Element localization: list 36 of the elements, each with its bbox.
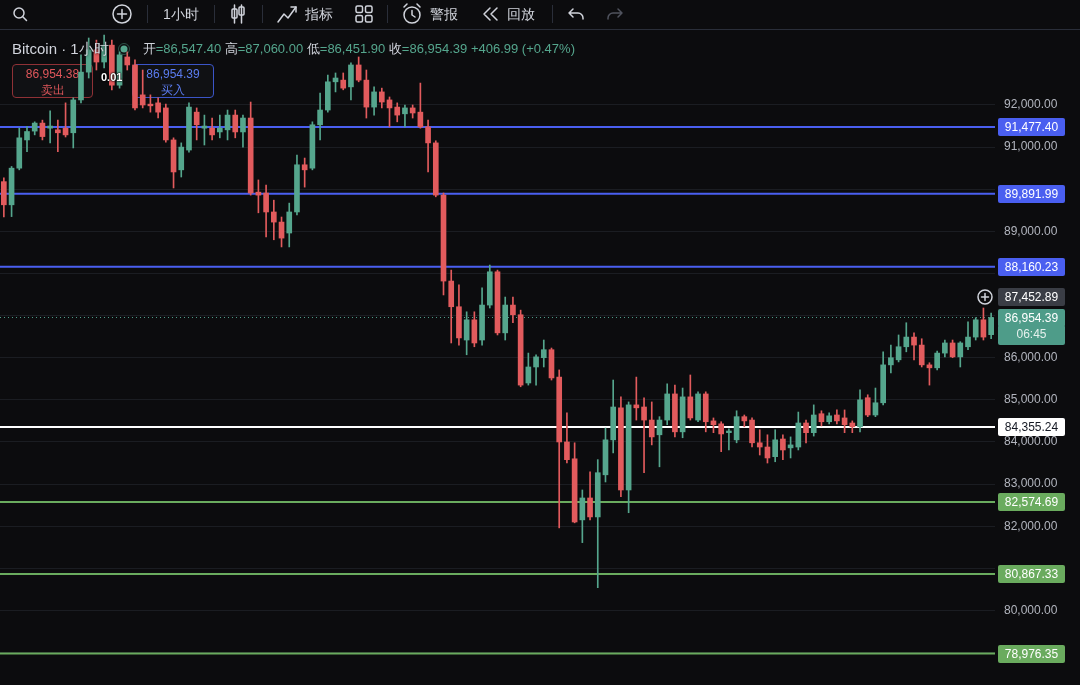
annotation: 卖出 — [39, 82, 66, 98]
ref-line-label: 86,954.39 — [1004, 310, 1059, 325]
candlestick — [217, 114, 223, 139]
y-tick-label: 82,000.00 — [1004, 518, 1058, 533]
y-tick-label: 91,000.00 — [1004, 139, 1058, 154]
candlestick — [55, 119, 61, 153]
candlestick — [270, 199, 277, 241]
ref-line-label: 78,976.35 — [1004, 646, 1059, 661]
ref-line-label: 91,477.40 — [1004, 119, 1059, 134]
y-tick-label: 85,000.00 — [1004, 392, 1058, 407]
ref-line-label: 89,891.99 — [1004, 186, 1059, 201]
y-tick-label: 84,000.00 — [1004, 434, 1058, 449]
y-tick-label: 80,000.00 — [1004, 602, 1058, 617]
ref-line-label: 82,574.69 — [1004, 494, 1059, 509]
y-tick-label: 86,000.00 — [1004, 350, 1058, 365]
annotation: 86,954.39 — [145, 66, 201, 82]
candlestick — [641, 397, 647, 474]
text: 06:45 — [1016, 327, 1047, 342]
annotation: 买入 — [160, 82, 186, 98]
sell-button: 86,954.38 卖出 — [12, 64, 93, 98]
text: 开=86,547.40 高=87,060.00 低=86,451.90 收=86,954.39 +406.99 (+0.47%) — [142, 41, 575, 56]
candlestick — [756, 429, 763, 456]
text: 87,452.89 — [1004, 289, 1059, 304]
y-tick-label: 83,000.00 — [1004, 476, 1058, 491]
y-tick-label: 92,000.00 — [1004, 97, 1058, 112]
candlestick — [301, 157, 308, 188]
candlestick — [726, 428, 732, 451]
text: 回放 — [507, 5, 535, 23]
annotation: 86,954.38 — [24, 66, 81, 82]
y-tick-label: 89,000.00 — [1004, 223, 1058, 238]
text: 指标 — [305, 5, 333, 23]
ref-line-label: 84,355.24 — [1004, 419, 1059, 434]
ref-line-label: 80,867.33 — [1004, 566, 1059, 581]
text: 警报 — [430, 5, 458, 23]
text: 1小时 — [163, 5, 199, 23]
ref-line-label: 88,160.23 — [1004, 259, 1059, 274]
